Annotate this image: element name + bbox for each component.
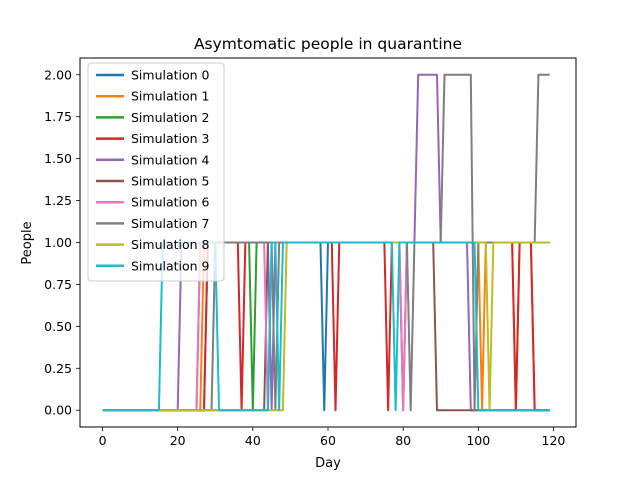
x-tick-label: 0 [99,433,107,448]
legend-label: Simulation 3 [131,131,210,146]
x-axis-label: Day [315,456,341,471]
legend-label: Simulation 0 [131,68,210,83]
x-tick-label: 80 [395,433,411,448]
y-tick-label: 0.50 [44,319,72,334]
y-axis-label: People [20,221,35,264]
y-axis: 0.00 0.25 0.50 0.75 1.00 1.25 1.50 1.75 2.00 [44,67,80,418]
chart-title: Asymtomatic people in quarantine [194,35,462,53]
legend-label: Simulation 6 [131,195,210,210]
y-tick-label: 0.00 [44,403,72,418]
x-tick-label: 120 [542,433,566,448]
legend-label: Simulation 9 [131,258,210,273]
y-tick-label: 1.25 [44,193,72,208]
x-tick-label: 20 [170,433,186,448]
legend-label: Simulation 2 [131,110,210,125]
legend-label: Simulation 8 [131,237,210,252]
legend-label: Simulation 7 [131,216,210,231]
y-tick-label: 2.00 [44,67,72,82]
y-tick-label: 0.25 [44,361,72,376]
x-tick-label: 60 [320,433,336,448]
y-tick-label: 1.75 [44,109,72,124]
x-tick-label: 40 [245,433,261,448]
x-tick-label: 100 [466,433,490,448]
legend-label: Simulation 4 [131,152,210,167]
legend-label: Simulation 5 [131,174,210,189]
y-tick-label: 1.00 [44,235,72,250]
series-line-8 [102,241,550,412]
x-axis: 0 20 40 60 80 100 120 [99,427,566,448]
legend-label: Simulation 1 [131,89,210,104]
y-tick-label: 1.50 [44,151,72,166]
y-tick-label: 0.75 [44,277,72,292]
legend: Simulation 0 Simulation 1 Simulation 2 Simu… [87,62,225,282]
